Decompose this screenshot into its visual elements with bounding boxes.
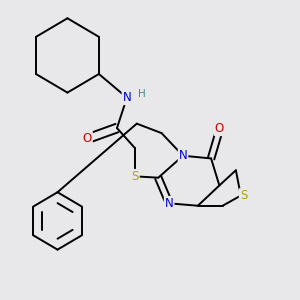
Text: H: H — [138, 88, 146, 99]
Text: O: O — [82, 132, 92, 145]
Text: O: O — [215, 122, 224, 135]
Text: N: N — [122, 91, 131, 104]
Text: N: N — [178, 149, 188, 162]
Text: S: S — [240, 189, 247, 202]
Text: N: N — [165, 197, 173, 210]
Text: S: S — [131, 170, 139, 183]
